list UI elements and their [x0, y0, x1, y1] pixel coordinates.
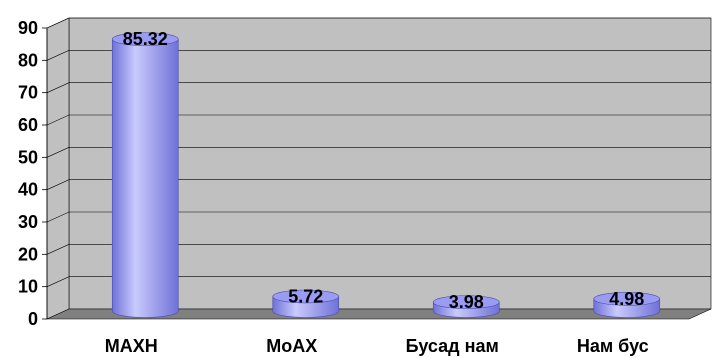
gridline — [46, 147, 711, 158]
gridline — [46, 114, 711, 126]
gridlines — [46, 17, 711, 287]
bar-top — [593, 292, 661, 306]
gridline — [46, 179, 711, 190]
x-tick-label: МоАХ — [266, 336, 317, 356]
y-tick-label: 80 — [18, 50, 38, 70]
gridline — [46, 211, 711, 223]
x-tick-label: МАХН — [105, 336, 158, 356]
data-label: 3.98 — [449, 292, 484, 312]
y-tick-label: 70 — [18, 83, 38, 103]
data-label: 5.72 — [288, 287, 323, 307]
x-tick-label: Нам бус — [577, 336, 649, 356]
y-tick-label: 10 — [18, 277, 38, 297]
y-tick-label: 90 — [18, 18, 38, 38]
bar — [593, 292, 661, 318]
x-tick-label: Бусад нам — [406, 336, 499, 356]
category-labels: МАХН МоАХ Бусад нам Нам бус — [105, 336, 649, 356]
side-wall — [46, 17, 70, 320]
data-labels: 85.32 5.72 3.98 4.98 — [123, 29, 645, 312]
gridline — [46, 50, 711, 61]
y-tick-label: 30 — [18, 212, 38, 232]
bar-top — [432, 295, 500, 309]
data-label: 4.98 — [609, 289, 644, 309]
y-axis-ticks: 0 10 20 30 40 50 60 70 80 90 — [18, 18, 48, 329]
bar-body — [111, 38, 179, 318]
y-tick-label: 60 — [18, 115, 38, 135]
bar-top — [272, 289, 340, 304]
y-tick-label: 50 — [18, 147, 38, 167]
bar-top — [111, 32, 179, 46]
bars — [111, 32, 661, 318]
y-tick-label: 20 — [18, 244, 38, 264]
gridline — [46, 82, 711, 93]
bar — [111, 32, 179, 318]
floor — [46, 308, 712, 320]
y-tick-label: 0 — [28, 309, 38, 329]
bar — [432, 295, 500, 318]
gridline — [46, 276, 711, 287]
bar — [272, 289, 340, 318]
data-label: 85.32 — [123, 29, 168, 49]
gridline — [46, 17, 711, 29]
gridline — [46, 244, 711, 255]
y-tick-label: 40 — [18, 180, 38, 200]
